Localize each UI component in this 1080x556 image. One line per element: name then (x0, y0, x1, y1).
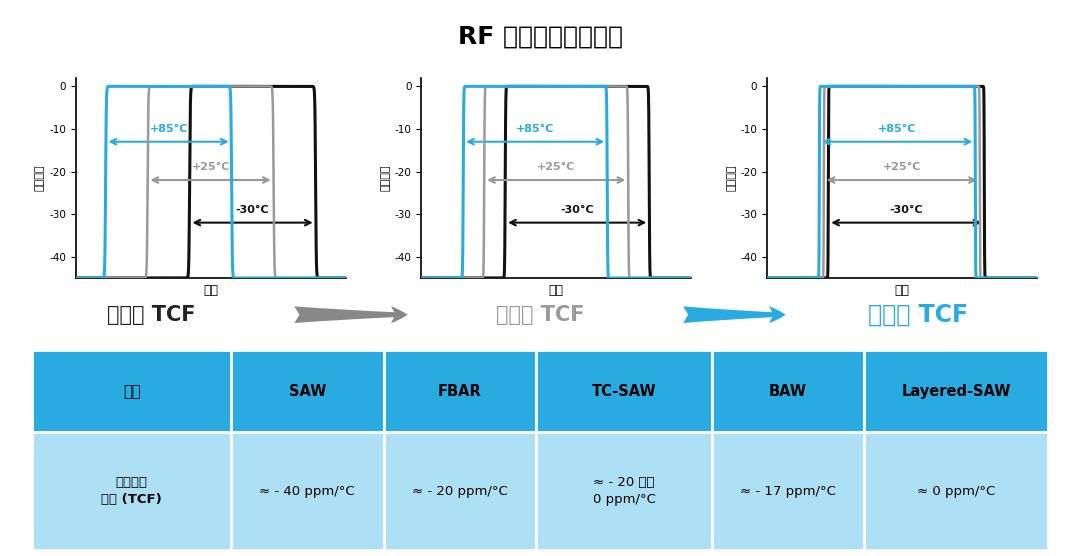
Text: ≈ - 20 至近
0 ppm/°C: ≈ - 20 至近 0 ppm/°C (593, 476, 656, 507)
Bar (864, 432, 1048, 550)
Text: ≈ 0 ppm/°C: ≈ 0 ppm/°C (917, 485, 995, 498)
Bar (231, 432, 383, 550)
Text: FBAR: FBAR (438, 384, 482, 399)
X-axis label: 频率: 频率 (894, 284, 909, 296)
Text: ≈ - 20 ppm/°C: ≈ - 20 ppm/°C (411, 485, 508, 498)
Bar (536, 432, 712, 550)
Text: -30°C: -30°C (235, 205, 269, 215)
Bar (383, 350, 536, 432)
Text: +85°C: +85°C (878, 124, 917, 134)
Text: 最好的 TCF: 最好的 TCF (868, 302, 968, 327)
Text: +25°C: +25°C (882, 162, 921, 172)
Text: RF 滤波器的温度漂移: RF 滤波器的温度漂移 (458, 24, 622, 48)
Text: +25°C: +25°C (537, 162, 576, 172)
Text: Layered-SAW: Layered-SAW (902, 384, 1011, 399)
Text: -30°C: -30°C (890, 205, 923, 215)
Text: +85°C: +85°C (516, 124, 554, 134)
Y-axis label: 插入损耗: 插入损耗 (380, 165, 391, 191)
Bar (712, 432, 864, 550)
Y-axis label: 插入损耗: 插入损耗 (726, 165, 737, 191)
Text: BAW: BAW (769, 384, 807, 399)
Text: 技术: 技术 (123, 384, 140, 399)
X-axis label: 频率: 频率 (549, 284, 564, 296)
Text: ≈ - 40 ppm/°C: ≈ - 40 ppm/°C (259, 485, 355, 498)
Text: -30°C: -30°C (561, 205, 594, 215)
Bar (231, 350, 383, 432)
Text: TC-SAW: TC-SAW (592, 384, 657, 399)
Text: 良好的 TCF: 良好的 TCF (107, 305, 195, 325)
Text: +25°C: +25°C (191, 162, 230, 172)
Bar (383, 432, 536, 550)
X-axis label: 频率: 频率 (203, 284, 218, 296)
Text: SAW: SAW (288, 384, 326, 399)
Text: 更優的 TCF: 更優的 TCF (496, 305, 584, 325)
Text: +85°C: +85°C (149, 124, 188, 134)
Bar (536, 350, 712, 432)
Bar (864, 350, 1048, 432)
Bar (32, 432, 231, 550)
Y-axis label: 插入损耗: 插入损耗 (35, 165, 45, 191)
Text: ≈ - 17 ppm/°C: ≈ - 17 ppm/°C (740, 485, 836, 498)
Bar (32, 350, 231, 432)
Text: 温度系数
频率 (TCF): 温度系数 频率 (TCF) (102, 476, 162, 507)
Bar (712, 350, 864, 432)
